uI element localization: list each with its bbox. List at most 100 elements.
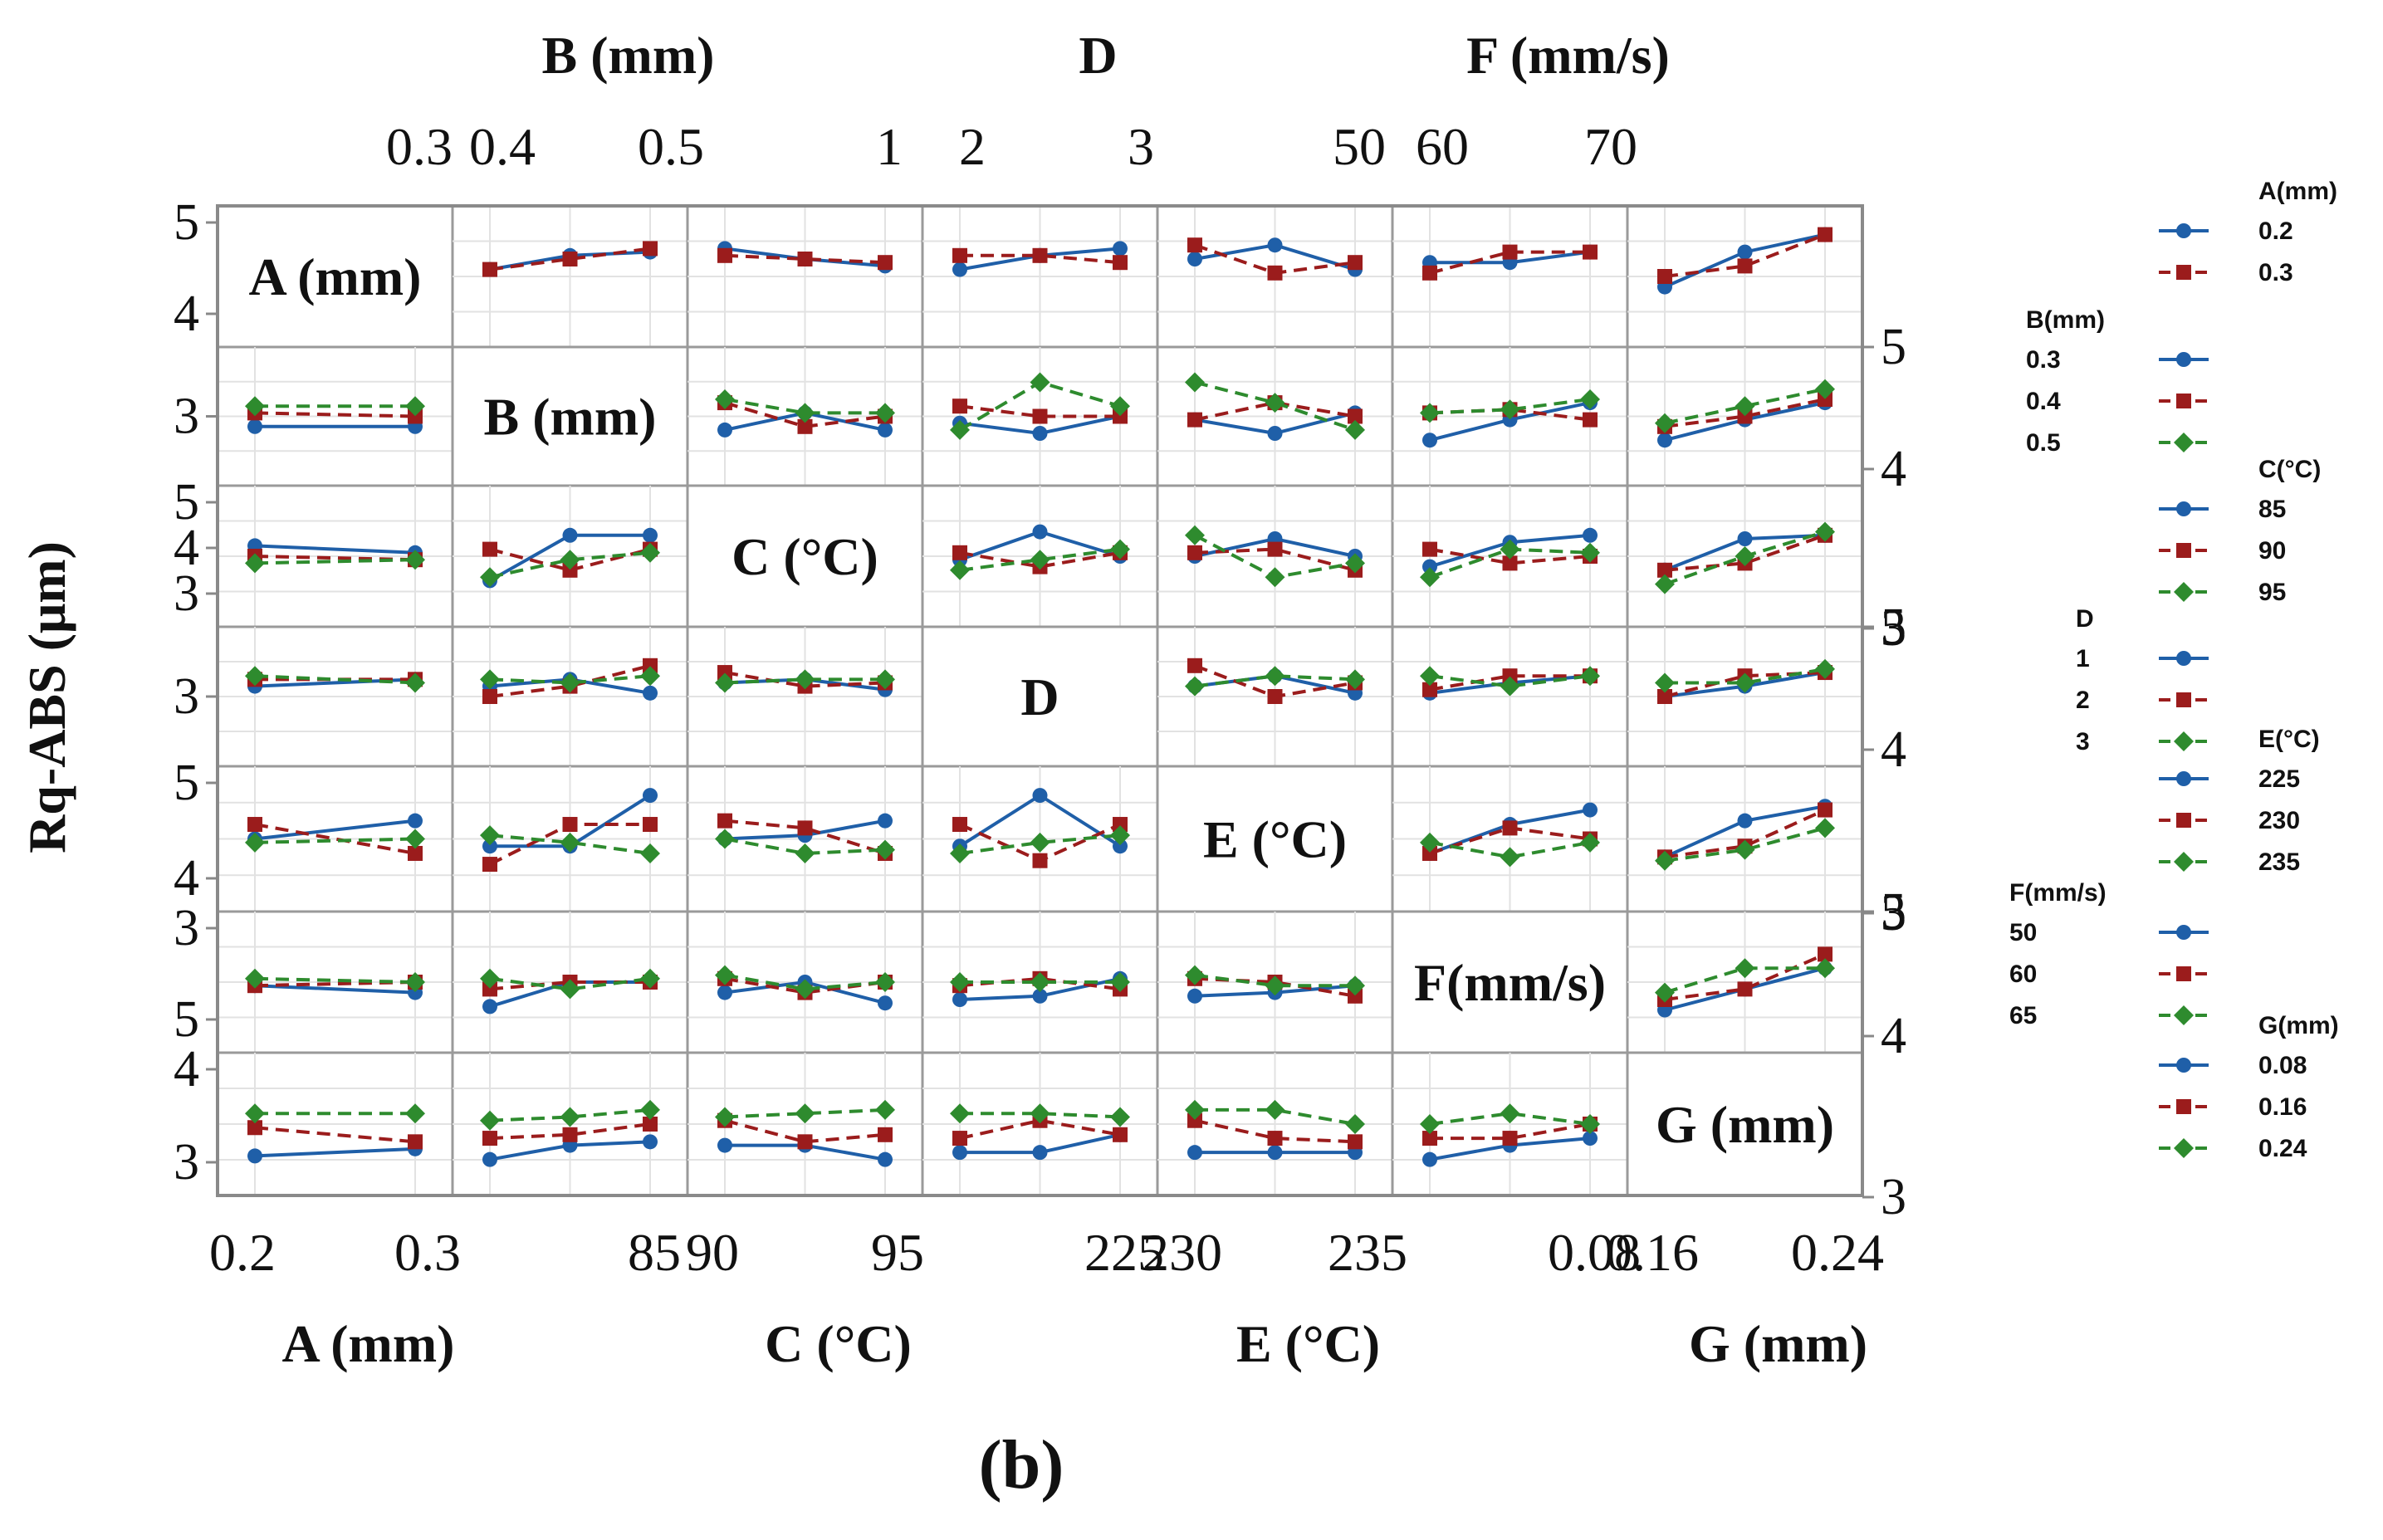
data-point-2-0 — [1420, 403, 1440, 423]
left-tick-label: 4 — [174, 286, 199, 342]
legend-swatch-marker — [2176, 771, 2191, 786]
panel-3-2-series — [715, 665, 895, 697]
series-line-1 — [1194, 401, 1356, 422]
panel-6-4-series — [1185, 1099, 1365, 1161]
data-point-2-0 — [480, 669, 500, 690]
panel-6-5-series — [1420, 1103, 1600, 1167]
panel-1-2-series — [715, 389, 895, 438]
data-point-0-0 — [1187, 988, 1202, 1004]
series-line-1 — [1194, 547, 1356, 572]
data-point-2-1 — [1500, 676, 1520, 697]
data-point-0-0 — [1187, 252, 1202, 266]
data-point-0-1 — [1032, 426, 1048, 441]
data-point-1-0 — [482, 857, 497, 873]
data-point-2-2 — [875, 403, 895, 423]
top-axis-title: B (mm) — [542, 26, 715, 85]
data-point-1-2 — [643, 658, 658, 673]
series-line-1 — [489, 663, 651, 698]
panel-1-3-series — [950, 372, 1130, 441]
diagonal-label-D: D — [1020, 667, 1059, 726]
data-point-0-2 — [878, 1151, 893, 1167]
data-point-2-1 — [1030, 550, 1050, 570]
data-point-2-0 — [1420, 1114, 1440, 1134]
series-line-2 — [489, 834, 651, 855]
data-point-2-2 — [640, 843, 660, 863]
series-line-0 — [254, 544, 416, 555]
data-point-2-2 — [875, 1099, 895, 1120]
data-point-1-0 — [1422, 1131, 1437, 1146]
legend-C(°C): C(°C) 85 90 95 — [2159, 456, 2321, 606]
data-point-1-1 — [1502, 1131, 1518, 1146]
panel-0-0 — [216, 204, 454, 349]
legend-entry-label: 50 — [2009, 919, 2037, 946]
data-point-0-0 — [717, 1137, 732, 1153]
panel-6-6 — [1626, 1051, 1864, 1197]
top-tick-label: 1 — [876, 117, 903, 176]
data-point-1-1 — [1502, 555, 1518, 571]
left-tick-label: 4 — [174, 520, 199, 576]
data-point-2-2 — [1345, 419, 1365, 440]
data-point-2-1 — [1735, 396, 1755, 417]
series-line-2 — [489, 674, 651, 685]
data-point-0-2 — [1583, 1131, 1598, 1146]
data-point-1-0 — [1422, 265, 1437, 281]
data-point-1-0 — [952, 398, 967, 414]
series-line-1 — [724, 253, 886, 265]
data-point-1-2 — [643, 241, 658, 257]
panel-1-5-series — [1420, 389, 1600, 448]
data-point-2-0 — [1420, 832, 1440, 853]
data-point-1-0 — [1187, 237, 1202, 253]
data-point-1-2 — [1113, 817, 1128, 833]
legend-swatch-marker — [2176, 692, 2191, 707]
data-point-2-1 — [795, 669, 815, 690]
legend-entry-label: 235 — [2258, 848, 2300, 876]
series-line-0 — [254, 984, 416, 995]
top-tick-label: 50 — [1333, 117, 1386, 176]
axis-layer: B (mm) D F (mm/s) 0.3 0.4 0.5 1 2 3 50 60 70 0.2 0.3 8… — [174, 26, 1906, 1373]
legend-title: D — [2076, 605, 2094, 633]
legend-entry-label: 2 — [2076, 687, 2090, 714]
data-point-2-0 — [715, 389, 735, 409]
data-point-2-1 — [1265, 393, 1285, 413]
data-point-0-2 — [643, 527, 658, 543]
data-point-2-1 — [1500, 539, 1520, 560]
panel-5-3-series — [950, 970, 1130, 1007]
data-point-2-2 — [1110, 396, 1130, 417]
left-tick-label: 3 — [174, 389, 199, 445]
data-point-1-0 — [482, 541, 497, 557]
legend-swatch-marker — [2176, 813, 2191, 828]
data-point-2-0 — [245, 1103, 265, 1124]
data-point-2-0 — [1185, 525, 1205, 545]
data-point-2-1 — [405, 829, 425, 849]
data-point-2-0 — [950, 560, 970, 580]
panel-2-5-series — [1420, 527, 1600, 588]
data-point-2-0 — [1185, 965, 1205, 985]
data-point-0-1 — [1737, 531, 1753, 546]
data-point-2-1 — [1735, 839, 1755, 860]
data-point-1-0 — [1422, 541, 1437, 557]
legend-swatch-marker — [2176, 925, 2191, 940]
legend-swatch-marker — [2176, 651, 2191, 666]
data-point-0-0 — [952, 262, 967, 277]
series-line-1 — [1664, 232, 1826, 278]
data-point-1-1 — [1502, 668, 1518, 684]
diagonal-labels: A (mm) B (mm) C (°C) D E (°C) F(mm/s) G (mm) — [249, 247, 1834, 1154]
data-point-1-0 — [247, 1120, 262, 1136]
data-point-1-1 — [797, 418, 813, 434]
data-point-0-2 — [643, 788, 658, 804]
series-line-1 — [489, 547, 651, 572]
top-tick-label: 2 — [959, 117, 986, 176]
data-point-2-2 — [1580, 542, 1600, 563]
right-tick-label: 5 — [1881, 599, 1906, 655]
data-point-2-0 — [245, 553, 265, 574]
data-point-1-1 — [562, 817, 578, 833]
top-tick-label: 60 — [1416, 117, 1469, 176]
data-point-1-2 — [1113, 1127, 1128, 1142]
legend-swatch-marker — [2174, 852, 2194, 872]
top-tick-label: 0.5 — [638, 117, 704, 176]
data-point-2-2 — [1815, 958, 1835, 979]
panel-4-3-series — [950, 788, 1130, 868]
legend-entry-label: 0.24 — [2258, 1135, 2307, 1162]
data-point-2-1 — [405, 550, 425, 570]
series-line-1 — [489, 1122, 651, 1141]
